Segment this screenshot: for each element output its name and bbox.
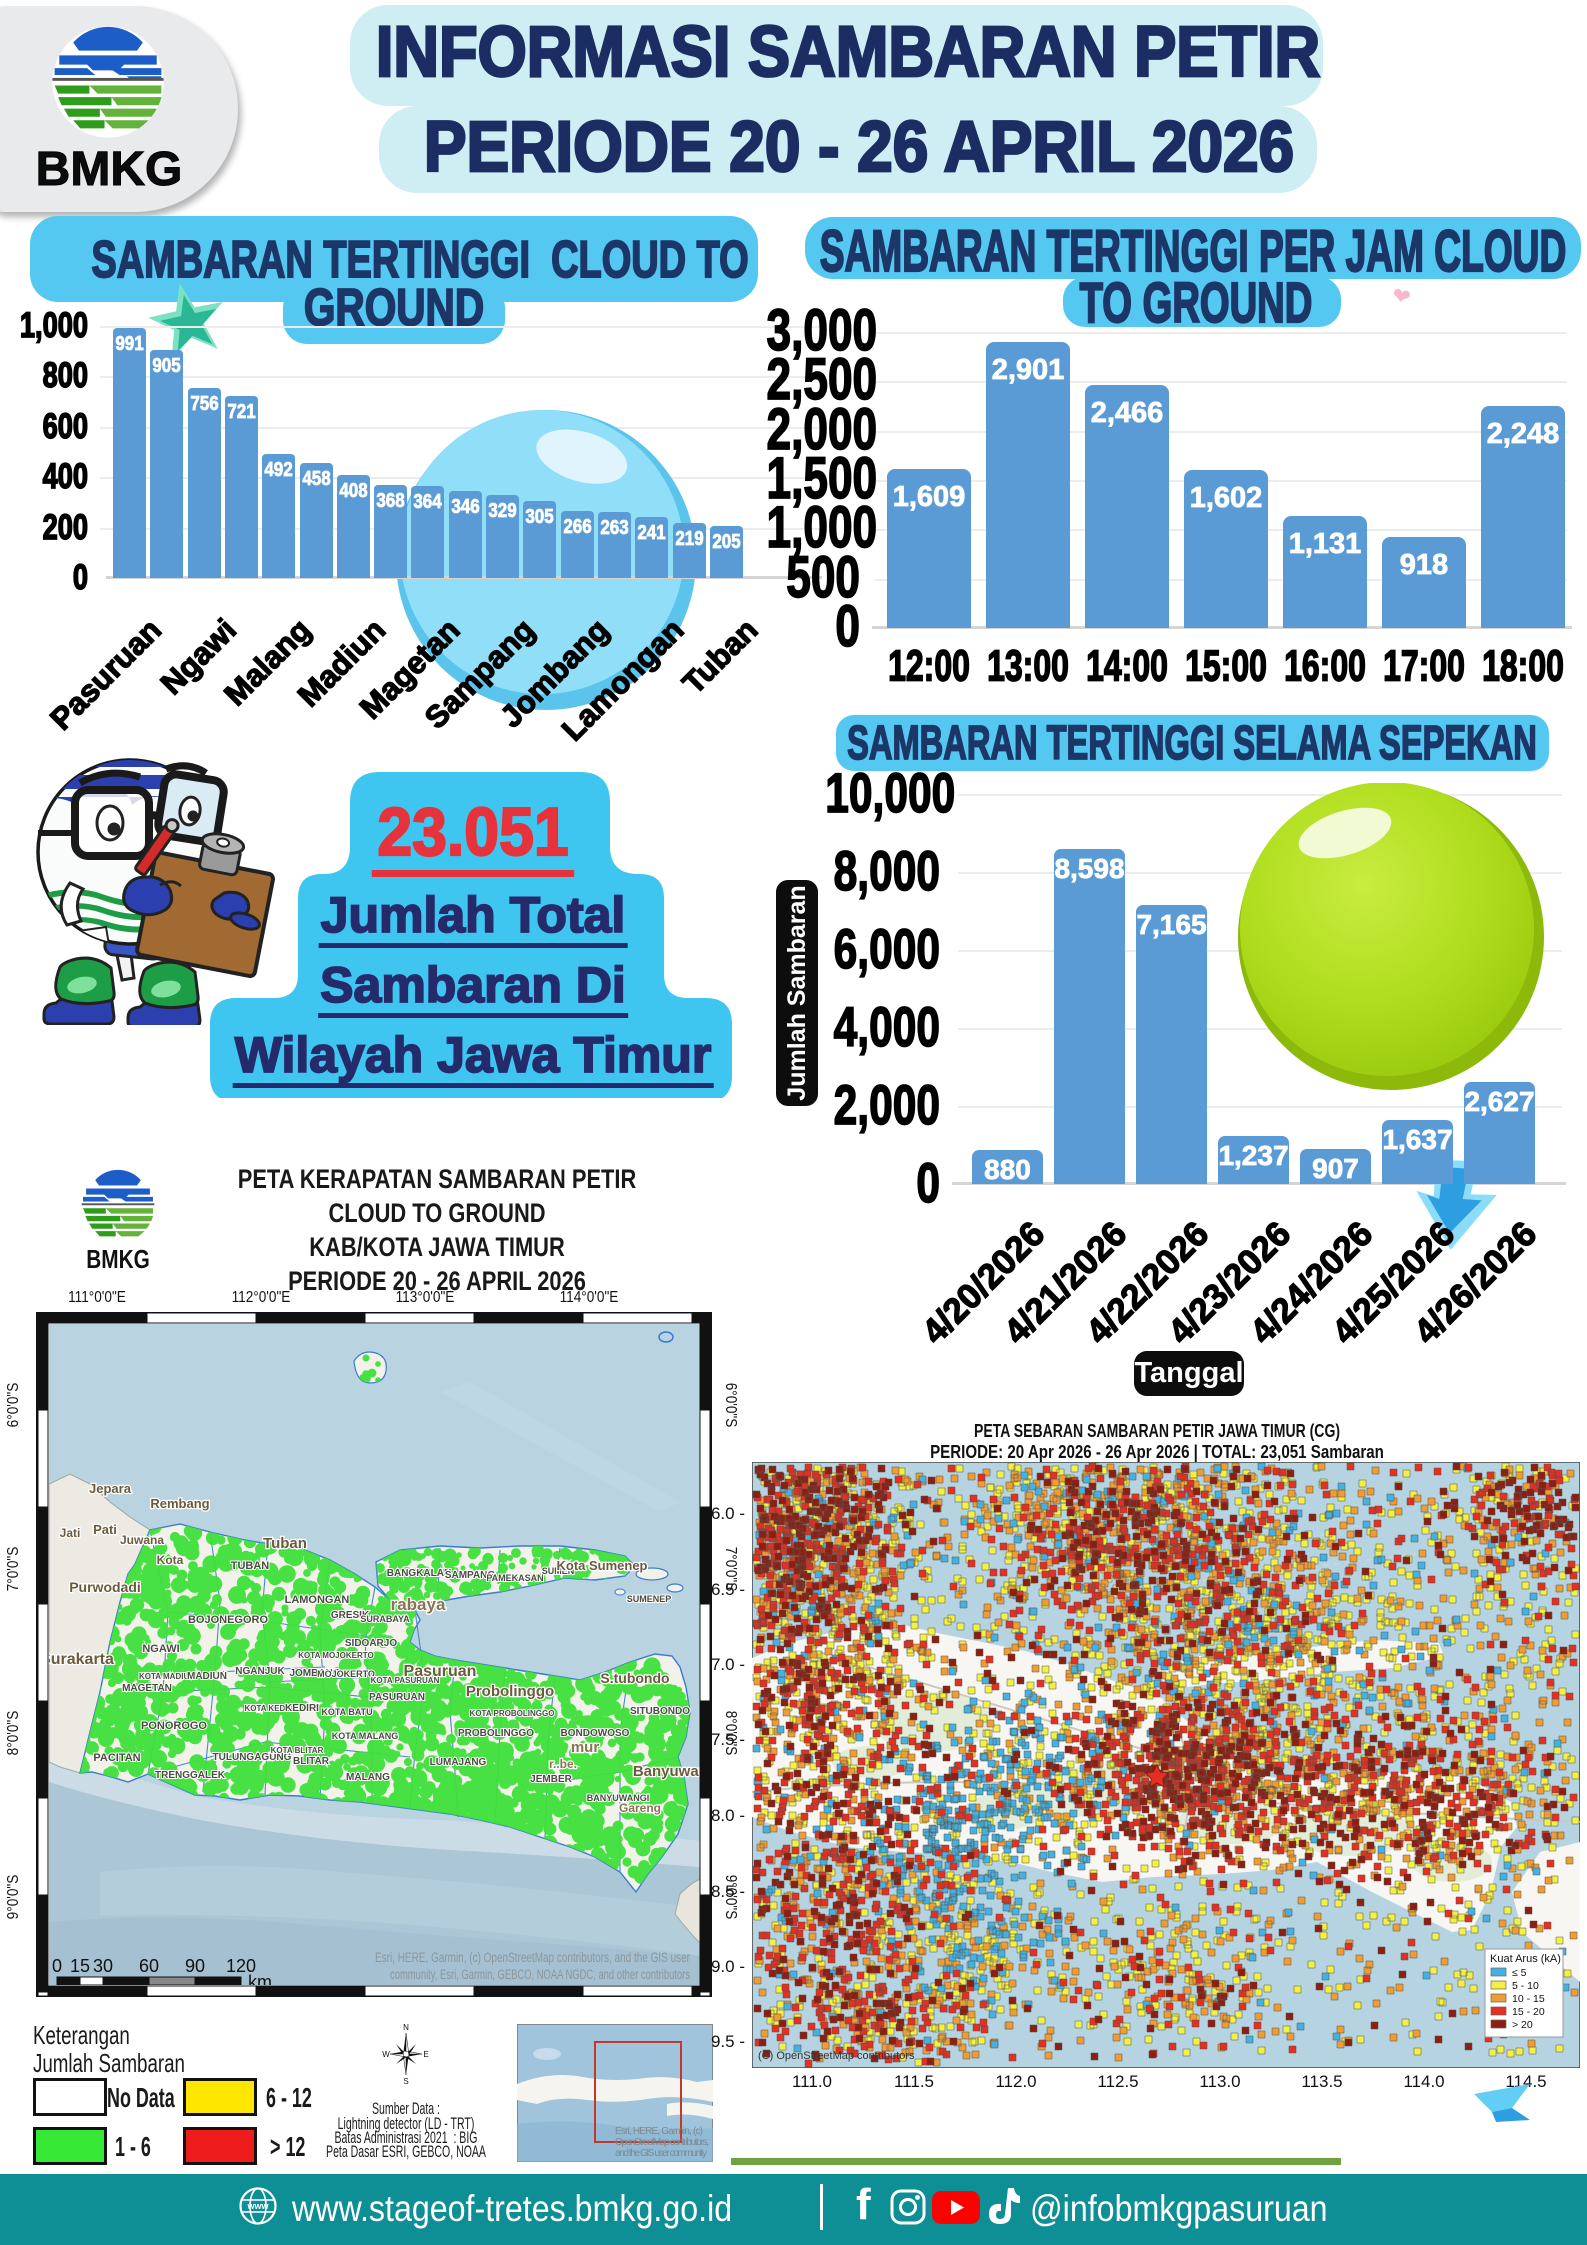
- svg-text:GRESIK: GRESIK: [331, 1610, 370, 1621]
- svg-text:Kuat Arus (kA): Kuat Arus (kA): [1490, 1953, 1561, 1965]
- svg-text:Esri, HERE, Garmin, (c): Esri, HERE, Garmin, (c): [615, 2126, 703, 2137]
- svg-text:KOTA PASURUAN: KOTA PASURUAN: [371, 1676, 440, 1685]
- svg-text:SUMEN: SUMEN: [542, 1566, 575, 1576]
- svg-text:120: 120: [226, 1956, 256, 1976]
- svg-text:Jepara: Jepara: [89, 1481, 132, 1496]
- svg-text:KOTA KEDIRI: KOTA KEDIRI: [244, 1704, 295, 1713]
- svg-text:mur: mur: [571, 1739, 600, 1756]
- svg-text:S.tubondo: S.tubondo: [600, 1670, 669, 1686]
- svg-text:MALANG: MALANG: [346, 1772, 390, 1783]
- svg-text:0: 0: [52, 1956, 62, 1976]
- svg-text:> 20: > 20: [1512, 2019, 1533, 2031]
- svg-text:60: 60: [139, 1956, 159, 1976]
- svg-text:community, Esri, Garmin, GEBCO: community, Esri, Garmin, GEBCO, NOAA NGD…: [390, 1967, 690, 1982]
- svg-text:SURABAYA: SURABAYA: [360, 1614, 410, 1624]
- svg-text:≤ 5: ≤ 5: [1512, 1967, 1527, 1979]
- svg-text:KOTA MALANG: KOTA MALANG: [332, 1731, 399, 1741]
- svg-text:MAGETAN: MAGETAN: [122, 1683, 172, 1694]
- svg-text:BLITAR: BLITAR: [293, 1756, 330, 1767]
- svg-text:PASURUAN: PASURUAN: [369, 1692, 425, 1703]
- svg-text:S: S: [403, 2077, 408, 2086]
- svg-text:PONOROGO: PONOROGO: [141, 1720, 207, 1732]
- svg-text:TRENGGALEK: TRENGGALEK: [155, 1770, 226, 1781]
- svg-text:OpenStreetMap contributors,: OpenStreetMap contributors,: [615, 2137, 709, 2148]
- svg-text:Rembang: Rembang: [150, 1496, 209, 1511]
- svg-text:30: 30: [93, 1956, 113, 1976]
- svg-text:W: W: [382, 2050, 390, 2059]
- svg-text:(C) OpenStreetMap contributors: (C) OpenStreetMap contributors: [758, 2050, 915, 2062]
- svg-text:KOTA PROBOLINGGO: KOTA PROBOLINGGO: [470, 1709, 555, 1718]
- svg-text:15 - 20: 15 - 20: [1512, 2006, 1545, 2018]
- svg-text:NGAWI: NGAWI: [142, 1643, 179, 1655]
- svg-text:Pati: Pati: [93, 1522, 117, 1537]
- svg-text:rabaya: rabaya: [391, 1595, 446, 1614]
- svg-text:PROBOLINGGO: PROBOLINGGO: [458, 1728, 534, 1739]
- svg-text:5 - 10: 5 - 10: [1512, 1980, 1539, 1992]
- svg-text:SITUBONDO: SITUBONDO: [630, 1706, 690, 1717]
- svg-text:Kota Sumenep: Kota Sumenep: [556, 1558, 647, 1573]
- svg-text:10 - 15: 10 - 15: [1512, 1993, 1545, 2005]
- svg-text:KEDIRI: KEDIRI: [285, 1703, 319, 1714]
- svg-text:and the GIS user community: and the GIS user community: [615, 2148, 707, 2159]
- svg-text:r..be.: r..be.: [549, 1757, 577, 1771]
- svg-text:Tuban: Tuban: [263, 1535, 307, 1552]
- svg-text:Purwodadi: Purwodadi: [69, 1579, 141, 1595]
- svg-text:BANGKALAN: BANGKALAN: [387, 1568, 451, 1579]
- svg-text:TULUNGAGUNG: TULUNGAGUNG: [213, 1752, 292, 1763]
- svg-text:SAMPANG: SAMPANG: [445, 1570, 496, 1581]
- svg-text:E: E: [423, 2050, 428, 2059]
- svg-text:Banyuwangi: Banyuwangi: [633, 1763, 720, 1780]
- svg-text:Esri, HERE, Garmin, (c) OpenSt: Esri, HERE, Garmin, (c) OpenStreetMap co…: [375, 1950, 690, 1965]
- svg-text:BANYUWANGI: BANYUWANGI: [587, 1793, 650, 1803]
- svg-text:NGANJUK: NGANJUK: [235, 1666, 285, 1677]
- svg-text:15: 15: [70, 1956, 90, 1976]
- svg-text:TUBAN: TUBAN: [231, 1560, 270, 1572]
- svg-text:MADIUN: MADIUN: [187, 1671, 227, 1682]
- svg-text:KOTA MOJOKERTO: KOTA MOJOKERTO: [298, 1651, 373, 1660]
- svg-text:Jati: Jati: [60, 1526, 81, 1540]
- svg-text:MOJOKERTO: MOJOKERTO: [317, 1669, 375, 1679]
- svg-text:KOTA BLITAR: KOTA BLITAR: [271, 1746, 324, 1755]
- svg-text:N: N: [403, 2023, 409, 2032]
- svg-text:km: km: [248, 1972, 272, 1992]
- svg-text:BONDOWOSO: BONDOWOSO: [561, 1728, 630, 1739]
- svg-text:LAMONGAN: LAMONGAN: [285, 1594, 350, 1606]
- svg-text:SUMENEP: SUMENEP: [627, 1594, 672, 1604]
- svg-text:JEMBER: JEMBER: [530, 1774, 572, 1785]
- svg-text:Kota: Kota: [157, 1553, 184, 1567]
- svg-text:JOMBANG: JOMBANG: [289, 1668, 340, 1679]
- svg-text:KOTA MADIUN: KOTA MADIUN: [139, 1672, 195, 1681]
- svg-text:LUMAJANG: LUMAJANG: [430, 1757, 487, 1768]
- svg-text:Probolinggo: Probolinggo: [466, 1683, 554, 1700]
- svg-text:www: www: [246, 2201, 269, 2211]
- svg-text:PAMEKASAN: PAMEKASAN: [486, 1573, 543, 1583]
- svg-text:Pasuruan: Pasuruan: [404, 1663, 477, 1680]
- svg-text:BOJONEGORO: BOJONEGORO: [188, 1614, 269, 1626]
- svg-text:Gareng: Gareng: [619, 1801, 661, 1815]
- svg-text:KOTA BATU: KOTA BATU: [321, 1707, 372, 1717]
- svg-text:Surakarta: Surakarta: [40, 1651, 114, 1668]
- svg-text:PACITAN: PACITAN: [93, 1752, 140, 1764]
- svg-text:Juwana: Juwana: [120, 1533, 164, 1547]
- svg-text:SIDOARJO: SIDOARJO: [345, 1638, 397, 1649]
- svg-text:90: 90: [185, 1956, 205, 1976]
